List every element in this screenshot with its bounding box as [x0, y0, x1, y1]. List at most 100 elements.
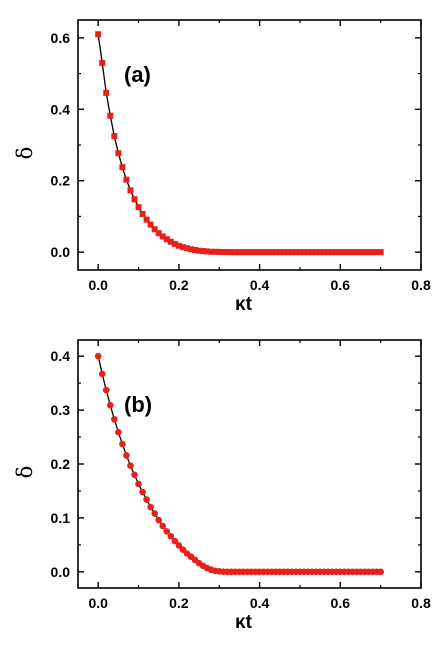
data-point — [135, 204, 142, 211]
y-tick-label: 0.3 — [51, 402, 71, 418]
data-point — [127, 462, 134, 469]
x-tick-label: 0.0 — [88, 595, 108, 611]
data-point — [345, 249, 352, 256]
data-point — [127, 187, 134, 194]
x-tick-label: 0.2 — [169, 277, 189, 293]
data-point — [103, 89, 110, 96]
data-point — [119, 164, 126, 171]
data-point — [300, 249, 307, 256]
y-axis-label: δ — [13, 147, 37, 160]
data-point — [256, 249, 263, 256]
data-point — [167, 532, 175, 540]
data-point — [143, 496, 150, 503]
data-point — [268, 249, 275, 256]
data-point — [106, 401, 114, 409]
data-point — [349, 249, 356, 256]
y-tick-label: 0.1 — [51, 510, 71, 526]
y-axis-label: δ — [13, 466, 37, 479]
data-point — [248, 249, 255, 256]
data-point — [357, 249, 364, 256]
data-point — [99, 59, 106, 66]
data-point — [220, 249, 227, 256]
data-point — [123, 452, 130, 459]
data-point — [123, 176, 130, 183]
data-point — [208, 248, 215, 255]
data-point — [296, 249, 303, 256]
y-tick-label: 0.6 — [51, 30, 71, 46]
data-point — [155, 516, 163, 524]
data-point — [232, 249, 239, 256]
data-point — [365, 249, 372, 256]
data-point — [224, 249, 231, 256]
y-tick-label: 0.2 — [51, 173, 71, 189]
data-point — [159, 522, 167, 530]
data-point — [119, 440, 126, 448]
data-point — [179, 244, 186, 251]
data-point — [276, 249, 283, 256]
data-point — [244, 249, 251, 256]
data-point — [369, 249, 376, 256]
data-point — [115, 150, 122, 157]
data-point — [284, 249, 291, 256]
x-tick-label: 0.0 — [88, 277, 108, 293]
data-point — [111, 133, 118, 140]
data-point — [98, 370, 106, 378]
x-tick-label: 0.4 — [250, 277, 270, 293]
data-point — [212, 248, 219, 255]
data-point — [317, 249, 324, 256]
y-tick-label: 0.4 — [51, 348, 71, 364]
data-point — [115, 428, 122, 436]
y-tick-label: 0.0 — [51, 244, 71, 260]
data-point — [341, 249, 348, 256]
data-point — [151, 510, 158, 517]
data-point — [260, 249, 267, 256]
data-point — [264, 249, 271, 256]
data-point — [329, 249, 336, 256]
data-point — [155, 230, 162, 237]
y-tick-label: 0.0 — [51, 564, 71, 580]
data-point — [373, 249, 380, 256]
data-point — [95, 31, 102, 38]
x-tick-label: 0.8 — [411, 277, 431, 293]
data-point — [163, 528, 171, 535]
panel-label: (a) — [124, 62, 151, 87]
data-point — [94, 352, 102, 360]
data-point — [147, 503, 154, 511]
plot-frame — [77, 19, 422, 271]
data-point — [171, 240, 178, 247]
data-point — [131, 196, 138, 203]
x-tick-label: 0.8 — [411, 595, 431, 611]
data-point — [163, 236, 170, 243]
data-point — [204, 248, 211, 255]
data-point — [309, 249, 316, 256]
data-point — [292, 249, 299, 256]
panel-a: 0.0 0.2 0.4 0.6 0.8 0.0 0.2 0.4 0.6 κt δ (a) — [13, 19, 431, 315]
data-point — [147, 221, 154, 228]
data-point — [377, 568, 384, 576]
data-point — [377, 249, 384, 256]
x-axis-label: κt — [235, 612, 253, 633]
data-point — [167, 238, 174, 245]
data-point — [187, 246, 194, 253]
data-point — [337, 249, 344, 256]
data-point — [131, 471, 138, 479]
data-point — [171, 537, 179, 545]
data-point — [139, 210, 146, 217]
x-tick-label: 0.2 — [169, 595, 189, 611]
data-point — [102, 386, 110, 394]
x-axis-label: κt — [235, 294, 253, 315]
data-point — [196, 247, 203, 254]
data-point — [139, 488, 146, 496]
data-point — [313, 249, 320, 256]
data-point — [353, 249, 360, 256]
data-point — [280, 249, 287, 256]
data-point — [200, 248, 207, 255]
data-point — [183, 245, 190, 252]
data-point — [288, 249, 295, 256]
data-point — [321, 249, 328, 256]
y-tick-label: 0.4 — [51, 101, 71, 117]
data-point — [135, 480, 142, 488]
data-point — [175, 242, 182, 249]
